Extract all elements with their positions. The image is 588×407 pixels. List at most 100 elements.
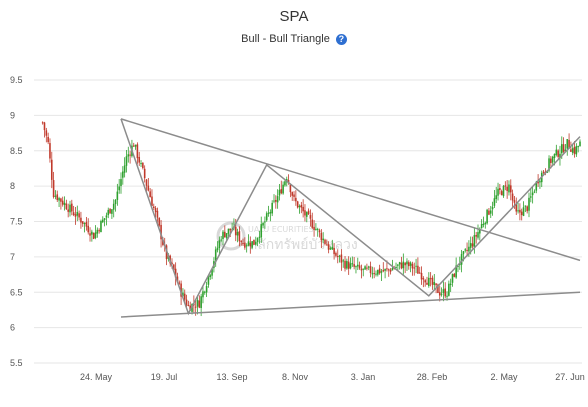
candle <box>94 225 97 240</box>
candle <box>127 146 130 163</box>
candle <box>382 262 385 273</box>
candle <box>67 203 69 218</box>
candle <box>304 204 306 222</box>
candle <box>114 198 117 212</box>
candle <box>473 227 476 254</box>
candle <box>331 239 334 251</box>
candle <box>289 183 292 198</box>
candle <box>216 241 219 253</box>
candle <box>236 228 239 243</box>
candle <box>356 257 359 271</box>
candle <box>125 149 128 173</box>
candle <box>258 230 261 244</box>
candle <box>404 261 406 274</box>
candle <box>577 145 579 153</box>
y-tick-label: 9.5 <box>10 75 23 85</box>
candle <box>205 281 208 297</box>
candle <box>313 220 315 237</box>
candle <box>353 257 355 270</box>
candle <box>140 160 142 168</box>
candle <box>151 189 153 207</box>
chart-subtitle: Bull - Bull Triangle <box>241 33 330 45</box>
candle <box>442 281 445 302</box>
watermark-line1: UALU ECURITIES <box>248 225 314 234</box>
candle <box>185 294 188 308</box>
candle <box>489 205 492 219</box>
candle <box>61 196 64 207</box>
candle <box>448 280 450 297</box>
question-circle-icon[interactable]: ? <box>335 34 347 45</box>
candle <box>499 183 501 195</box>
candle <box>551 155 554 166</box>
candle <box>244 237 246 250</box>
candle <box>209 273 212 280</box>
candle <box>182 288 184 297</box>
candle <box>49 138 51 163</box>
candle <box>118 179 120 194</box>
candle <box>320 229 323 248</box>
candle <box>351 256 354 267</box>
candle <box>422 276 425 288</box>
candle <box>344 255 346 272</box>
x-tick-label: 2. May <box>490 372 518 382</box>
candle <box>41 121 44 125</box>
candle <box>557 149 559 159</box>
candle <box>555 144 558 157</box>
candle <box>471 236 474 249</box>
candle <box>145 179 148 193</box>
candle <box>327 241 330 254</box>
candle <box>178 280 181 286</box>
x-tick-label: 24. May <box>80 372 113 382</box>
candle <box>522 201 525 217</box>
candle <box>415 258 417 274</box>
candle <box>338 254 341 263</box>
candle <box>482 216 485 228</box>
candle <box>371 266 374 279</box>
candle <box>406 258 408 271</box>
candle <box>220 235 222 243</box>
candle <box>105 212 108 226</box>
y-tick-label: 9 <box>10 110 15 120</box>
lower-trendline <box>120 291 581 318</box>
candle <box>378 264 381 275</box>
candle <box>207 275 210 288</box>
candle <box>407 260 410 270</box>
y-tick-label: 7.5 <box>10 217 23 227</box>
y-tick-label: 7 <box>10 252 15 262</box>
candle <box>240 240 243 246</box>
candle <box>149 188 151 198</box>
candle <box>420 266 423 285</box>
candle <box>302 199 304 218</box>
candle <box>158 217 161 228</box>
candle <box>530 188 532 203</box>
candle <box>123 157 126 178</box>
candle <box>198 295 201 309</box>
candle <box>329 246 332 251</box>
candle <box>249 236 252 254</box>
candle <box>91 229 93 242</box>
candle <box>92 232 95 240</box>
candle <box>47 132 49 145</box>
x-axis-ticks: 24. May 19. Jul 13. Sep 8. Nov 3. Jan 28. Feb… <box>80 372 585 382</box>
candle <box>346 258 348 270</box>
candle <box>355 265 357 274</box>
candle <box>511 189 514 208</box>
candle <box>502 184 505 198</box>
candle <box>384 268 386 279</box>
candle <box>475 231 477 244</box>
candle <box>326 239 328 246</box>
candle <box>429 272 432 287</box>
candle <box>440 287 443 297</box>
candle <box>417 257 419 274</box>
candle <box>101 216 104 224</box>
candle <box>273 194 275 204</box>
candle <box>431 275 434 290</box>
candle <box>60 197 62 210</box>
candle <box>218 236 221 256</box>
candle <box>495 186 498 203</box>
candle <box>477 224 479 240</box>
candle <box>457 265 459 273</box>
candle <box>251 241 253 250</box>
zigzag <box>120 118 581 316</box>
